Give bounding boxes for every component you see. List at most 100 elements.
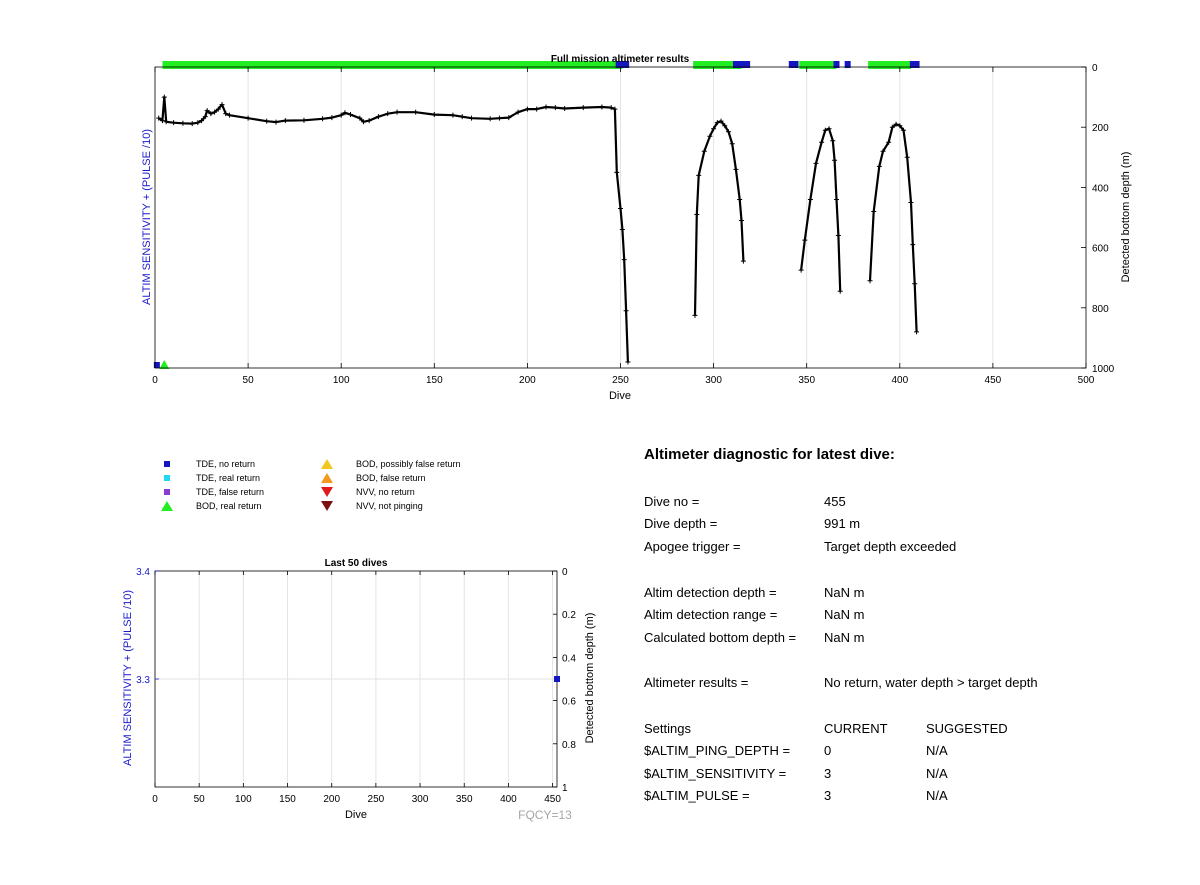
bod-real-return-marker xyxy=(159,360,170,369)
depth-point xyxy=(580,105,586,111)
x-tick-label: 500 xyxy=(1078,375,1095,386)
depth-point xyxy=(618,205,623,211)
triangle-up-marker-icon xyxy=(320,472,334,484)
legend-item: TDE, no return xyxy=(160,458,255,470)
depth-point xyxy=(904,154,910,160)
depth-point xyxy=(813,160,819,166)
x-tick-label: 200 xyxy=(323,794,340,805)
depth-point xyxy=(320,116,326,122)
triangle-up-marker-icon xyxy=(320,458,334,470)
depth-point xyxy=(819,139,825,145)
bod-real-return-band xyxy=(799,61,837,69)
depth-point xyxy=(835,233,841,239)
x-tick-label: 400 xyxy=(891,375,908,386)
y-tick-label: 1000 xyxy=(1092,364,1115,375)
depth-point xyxy=(880,148,886,154)
depth-point xyxy=(876,163,882,169)
x-tick-label: 0 xyxy=(152,375,158,386)
depth-point xyxy=(826,126,832,132)
depth-point xyxy=(837,288,843,294)
sensitivity-row: $ALTIM_SENSITIVITY = 3 N/A xyxy=(644,766,1164,784)
pulse-label: $ALTIM_PULSE = xyxy=(644,788,750,803)
depth-point xyxy=(282,118,288,124)
depth-point xyxy=(515,109,521,115)
depth-point xyxy=(889,124,895,130)
depth-point xyxy=(912,281,918,287)
depth-point xyxy=(737,196,743,202)
depth-point xyxy=(694,211,700,217)
depth-point xyxy=(208,111,214,117)
depth-point xyxy=(348,112,354,118)
depth-point xyxy=(692,312,698,318)
tde-no-return-marker xyxy=(744,61,751,68)
y-tick-label: 0.4 xyxy=(562,653,576,664)
depth-point xyxy=(608,105,614,111)
tde-no-return-marker xyxy=(619,61,626,68)
depth-point xyxy=(729,141,735,147)
y-tick-label: 3.3 xyxy=(136,675,150,686)
depth-point xyxy=(161,94,167,100)
y-tick-label: 0 xyxy=(562,567,568,578)
depth-point xyxy=(431,112,437,118)
tde-no-return-marker xyxy=(844,61,851,68)
y-tick-label: 0 xyxy=(1092,63,1098,74)
depth-point xyxy=(159,118,165,124)
ping-depth-suggested: N/A xyxy=(926,743,948,758)
altim-detection-depth-row: Altim detection depth = NaN m xyxy=(644,585,1164,603)
x-tick-label: 0 xyxy=(152,794,158,805)
x-tick-label: 350 xyxy=(798,375,815,386)
depth-point xyxy=(215,106,221,112)
depth-point xyxy=(264,118,270,124)
tde-no-return-marker xyxy=(732,61,739,68)
pulse-current: 3 xyxy=(824,788,832,803)
depth-line-segment xyxy=(868,123,918,332)
tde-no-return-marker xyxy=(623,61,630,68)
small-chart-y-right-label: Detected bottom depth (m) xyxy=(584,613,596,744)
calculated-bottom-depth-value: NaN m xyxy=(824,630,865,645)
x-tick-label: 150 xyxy=(426,375,443,386)
depth-point xyxy=(718,118,724,124)
depth-point xyxy=(740,258,746,264)
depth-point xyxy=(301,117,307,123)
depth-point xyxy=(701,148,707,154)
depth-point xyxy=(223,111,229,117)
x-tick-label: 100 xyxy=(235,794,252,805)
depth-point xyxy=(623,308,629,314)
depth-point xyxy=(614,169,620,175)
depth-point xyxy=(450,112,456,118)
altim-detection-range-row: Altim detection range = NaN m xyxy=(644,607,1164,625)
depth-point xyxy=(832,157,838,163)
square-marker-icon xyxy=(160,458,174,470)
x-tick-label: 400 xyxy=(500,794,517,805)
dive-depth-label: Dive depth = xyxy=(644,516,718,531)
tde-no-return-marker xyxy=(913,61,920,68)
depth-point xyxy=(171,120,177,126)
depth-point xyxy=(897,123,903,129)
legend-item: NVV, no return xyxy=(320,486,415,498)
depth-point xyxy=(534,106,540,112)
calculated-bottom-depth-label: Calculated bottom depth = xyxy=(644,630,797,645)
y-tick-label: 800 xyxy=(1092,304,1109,315)
depth-point xyxy=(469,115,475,121)
sensitivity-current: 3 xyxy=(824,766,832,781)
full-mission-chart: 0 50 100 150 200 250 300 350 400 450 500 0 200 400 60… xyxy=(141,54,1132,402)
x-tick-label: 450 xyxy=(985,375,1002,386)
altim-detection-range-label: Altim detection range = xyxy=(644,607,778,622)
depth-point xyxy=(722,123,728,129)
calculated-bottom-depth-row: Calculated bottom depth = NaN m xyxy=(644,630,1164,648)
y-tick-label: 0.2 xyxy=(562,610,576,621)
depth-point xyxy=(361,119,367,125)
depth-point xyxy=(893,121,899,127)
legend: TDE, no return TDE, real return TDE, fal… xyxy=(160,458,500,518)
legend-item: TDE, false return xyxy=(160,486,264,498)
depth-point xyxy=(543,104,549,110)
tde-no-return-marker xyxy=(736,61,743,68)
depth-point xyxy=(886,139,892,145)
depth-point xyxy=(908,199,914,205)
legend-label: TDE, no return xyxy=(196,459,256,469)
dive-depth-value: 991 m xyxy=(824,516,861,531)
depth-point xyxy=(822,127,828,133)
depth-point xyxy=(180,120,186,126)
dive-depth-row: Dive depth = 991 m xyxy=(644,516,1164,534)
y-tick-label: 600 xyxy=(1092,244,1109,255)
